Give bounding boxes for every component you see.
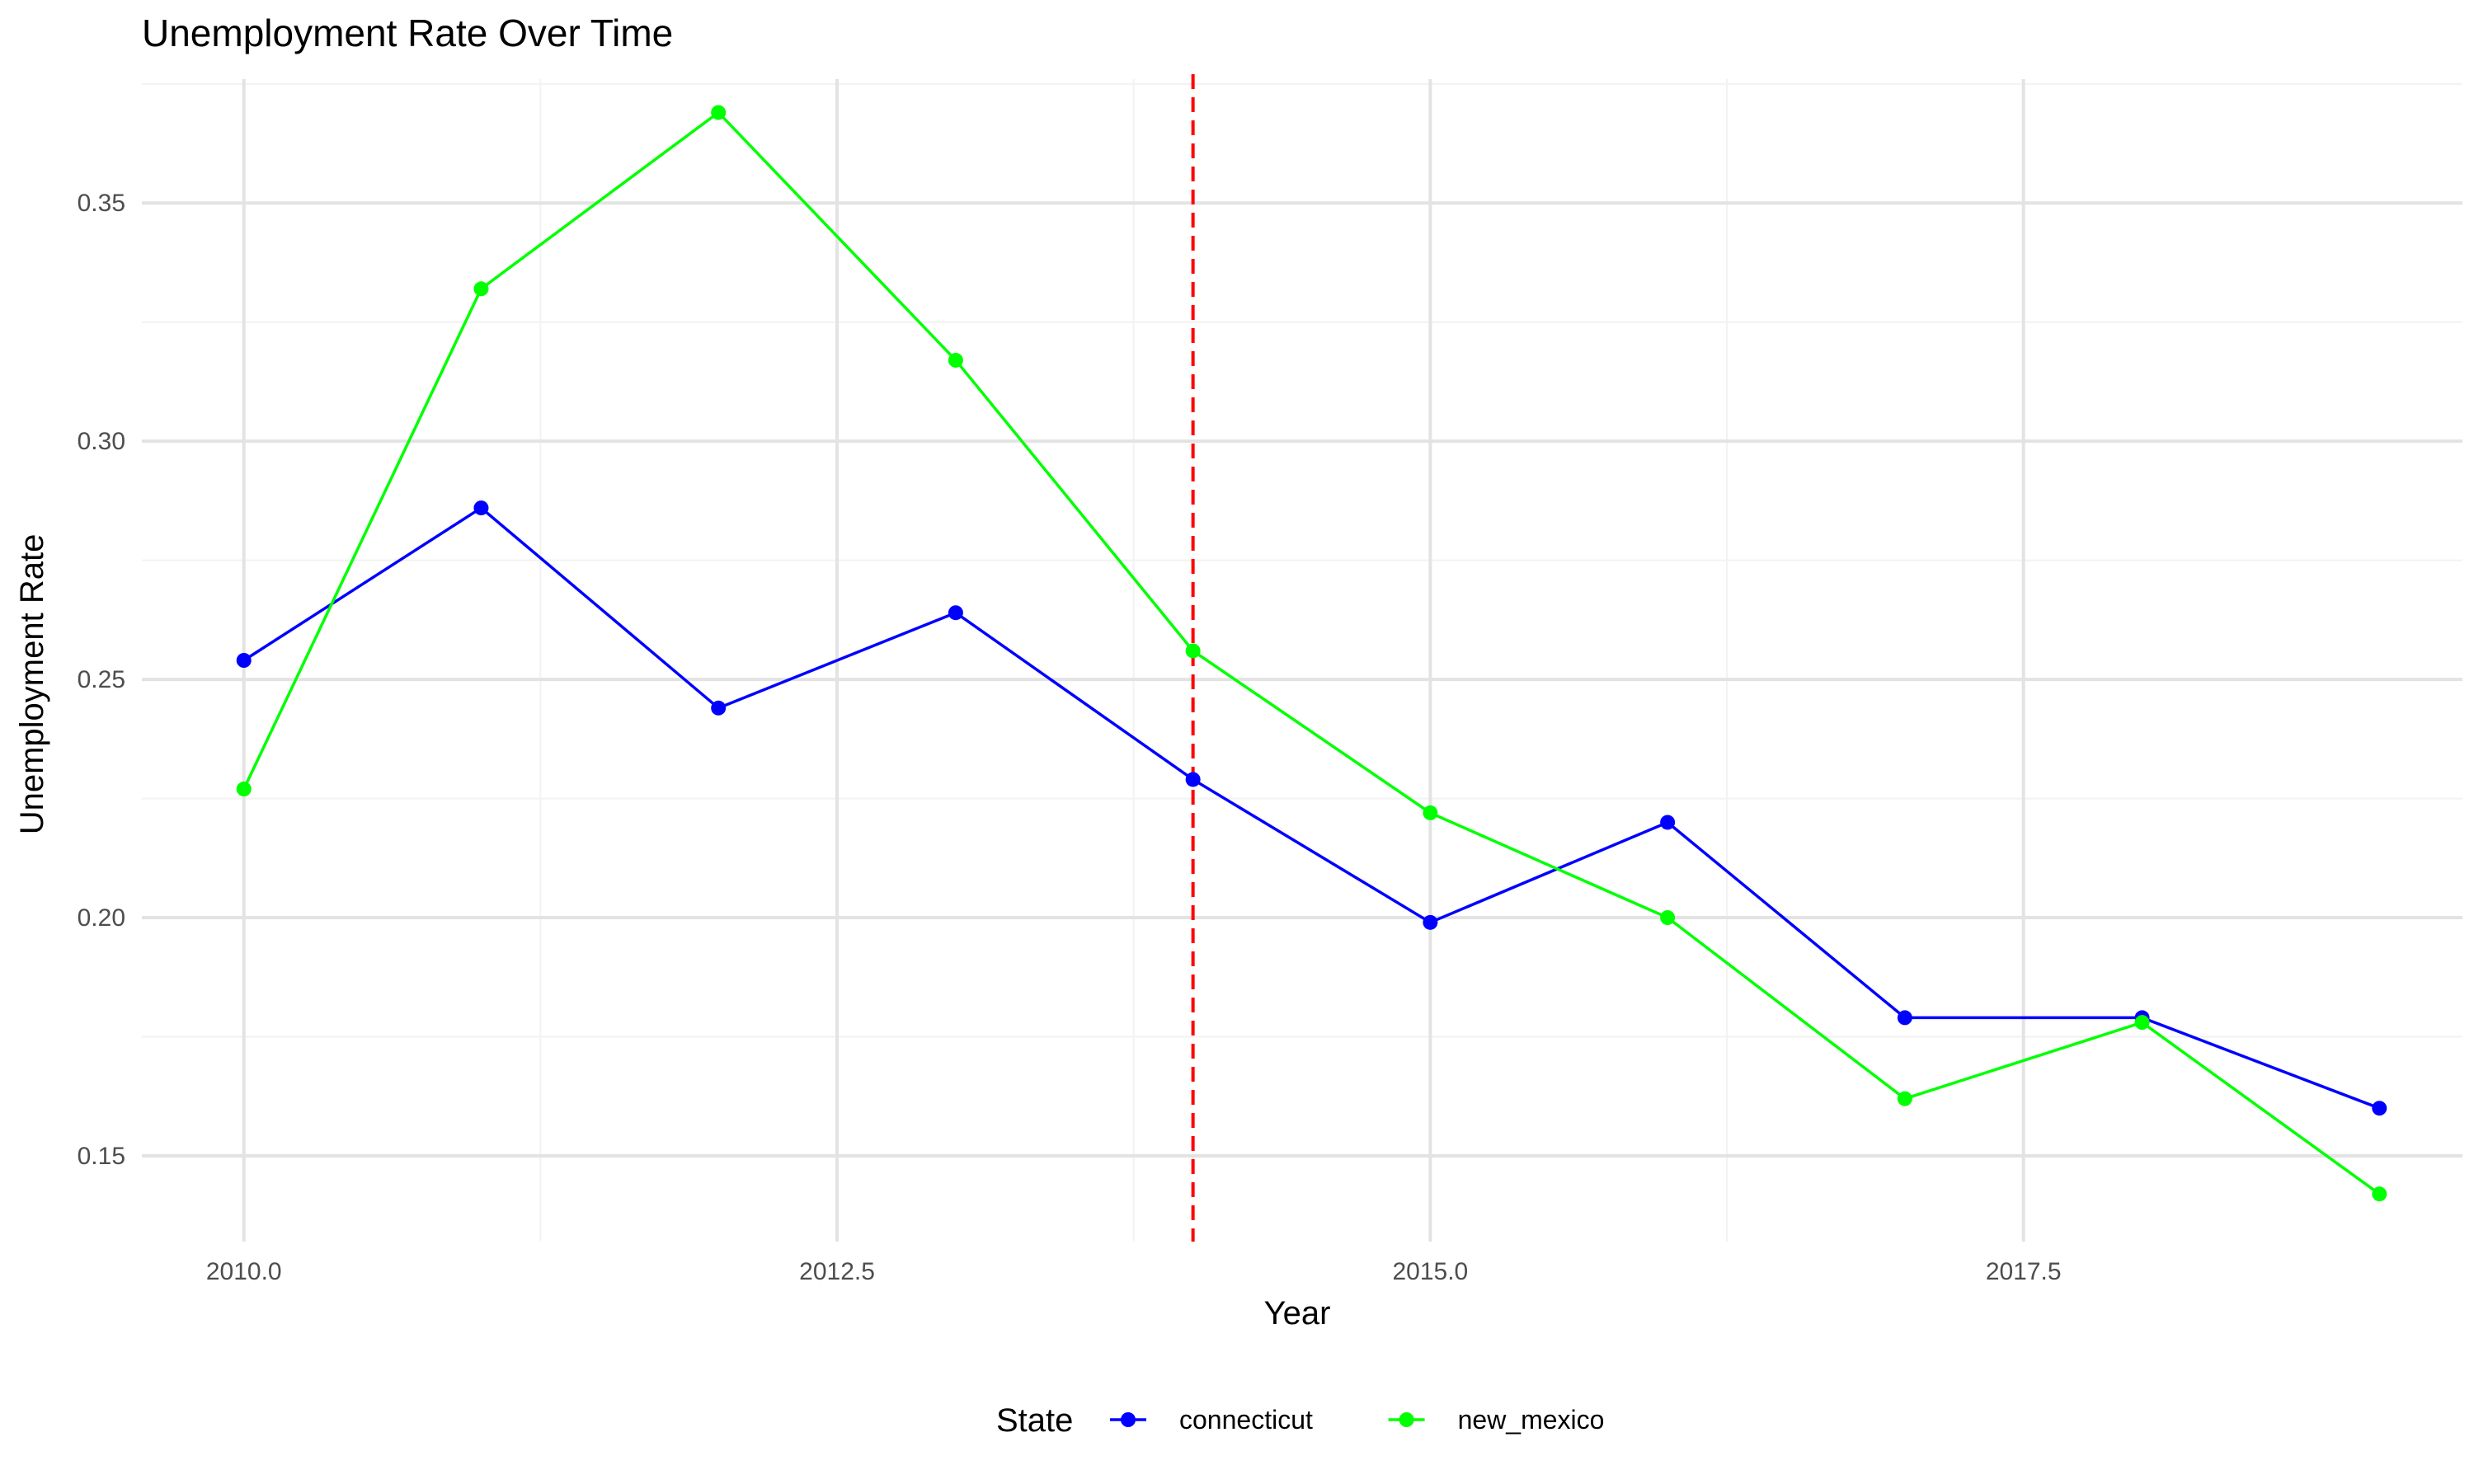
series-layer: [236, 105, 2387, 1202]
series-new_mexico: [236, 105, 2387, 1202]
legend-label: connecticut: [1179, 1405, 1313, 1435]
data-point: [236, 653, 252, 668]
data-point: [948, 352, 963, 368]
data-point: [711, 700, 727, 716]
data-point: [2134, 1015, 2150, 1031]
series-connecticut: [236, 500, 2387, 1116]
data-point: [1423, 805, 1438, 820]
y-tick-label: 0.25: [78, 666, 125, 693]
data-point: [1897, 1091, 1912, 1106]
data-point: [473, 281, 489, 297]
x-tick-label: 2017.5: [1986, 1258, 2062, 1285]
data-point: [1185, 643, 1201, 659]
legend-key-point: [1121, 1412, 1136, 1427]
x-tick-label: 2010.0: [206, 1258, 282, 1285]
data-point: [1423, 914, 1438, 930]
data-point: [1185, 772, 1201, 787]
data-point: [1897, 1010, 1912, 1026]
y-tick-label: 0.30: [78, 428, 125, 455]
data-point: [1660, 815, 1676, 830]
data-point: [236, 782, 252, 797]
series-line: [242, 505, 2380, 1110]
data-point: [2372, 1101, 2387, 1116]
legend-item: new_mexico: [1388, 1405, 1605, 1435]
data-point: [948, 605, 963, 621]
legend-label: new_mexico: [1458, 1405, 1605, 1435]
chart-title: Unemployment Rate Over Time: [142, 12, 673, 54]
y-axis-label: Unemployment Rate: [14, 534, 50, 835]
x-axis-label: Year: [1264, 1295, 1331, 1331]
data-point: [711, 105, 727, 120]
y-tick-label: 0.35: [78, 190, 125, 217]
legend-item: connecticut: [1110, 1405, 1313, 1435]
legend: State connecticut new_mexico: [996, 1402, 1604, 1439]
data-point: [2372, 1186, 2387, 1202]
data-point: [473, 500, 489, 516]
x-tick-label: 2015.0: [1392, 1258, 1468, 1285]
series-line: [242, 110, 2381, 1195]
y-tick-label: 0.20: [78, 904, 125, 932]
data-point: [1660, 910, 1676, 926]
grid: [142, 79, 2462, 1242]
axes: 2010.0 2012.5 2015.0 2017.5 0.15 0.20 0.25 0.30…: [78, 190, 2062, 1285]
x-tick-label: 2012.5: [799, 1258, 875, 1285]
legend-key-point: [1399, 1412, 1414, 1427]
legend-title: State: [996, 1402, 1073, 1439]
y-tick-label: 0.15: [78, 1143, 125, 1170]
